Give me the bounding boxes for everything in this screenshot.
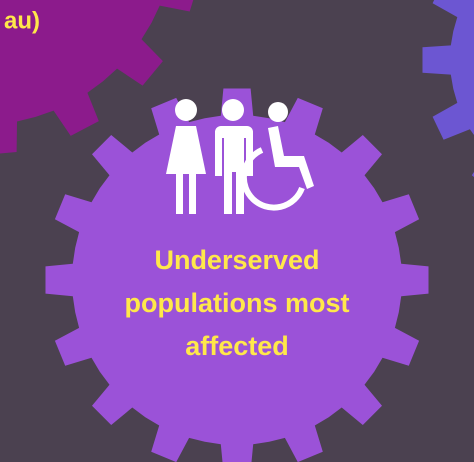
- left-gear: [0, 0, 194, 154]
- wheelchair-icon: [268, 126, 314, 189]
- man-icon: [222, 99, 244, 121]
- center-gear: [45, 88, 429, 462]
- left-gear-label: au): [4, 7, 40, 34]
- wheelchair-icon: [240, 147, 305, 211]
- people-icons: [166, 99, 314, 214]
- woman-icon: [166, 126, 206, 214]
- man-icon: [215, 126, 253, 214]
- right-gear: [422, 0, 474, 177]
- center-line: Underserved: [154, 245, 319, 275]
- wheelchair-icon: [268, 102, 288, 122]
- woman-icon: [175, 99, 197, 121]
- center-line: affected: [185, 331, 289, 361]
- center-line: populations most: [125, 288, 350, 318]
